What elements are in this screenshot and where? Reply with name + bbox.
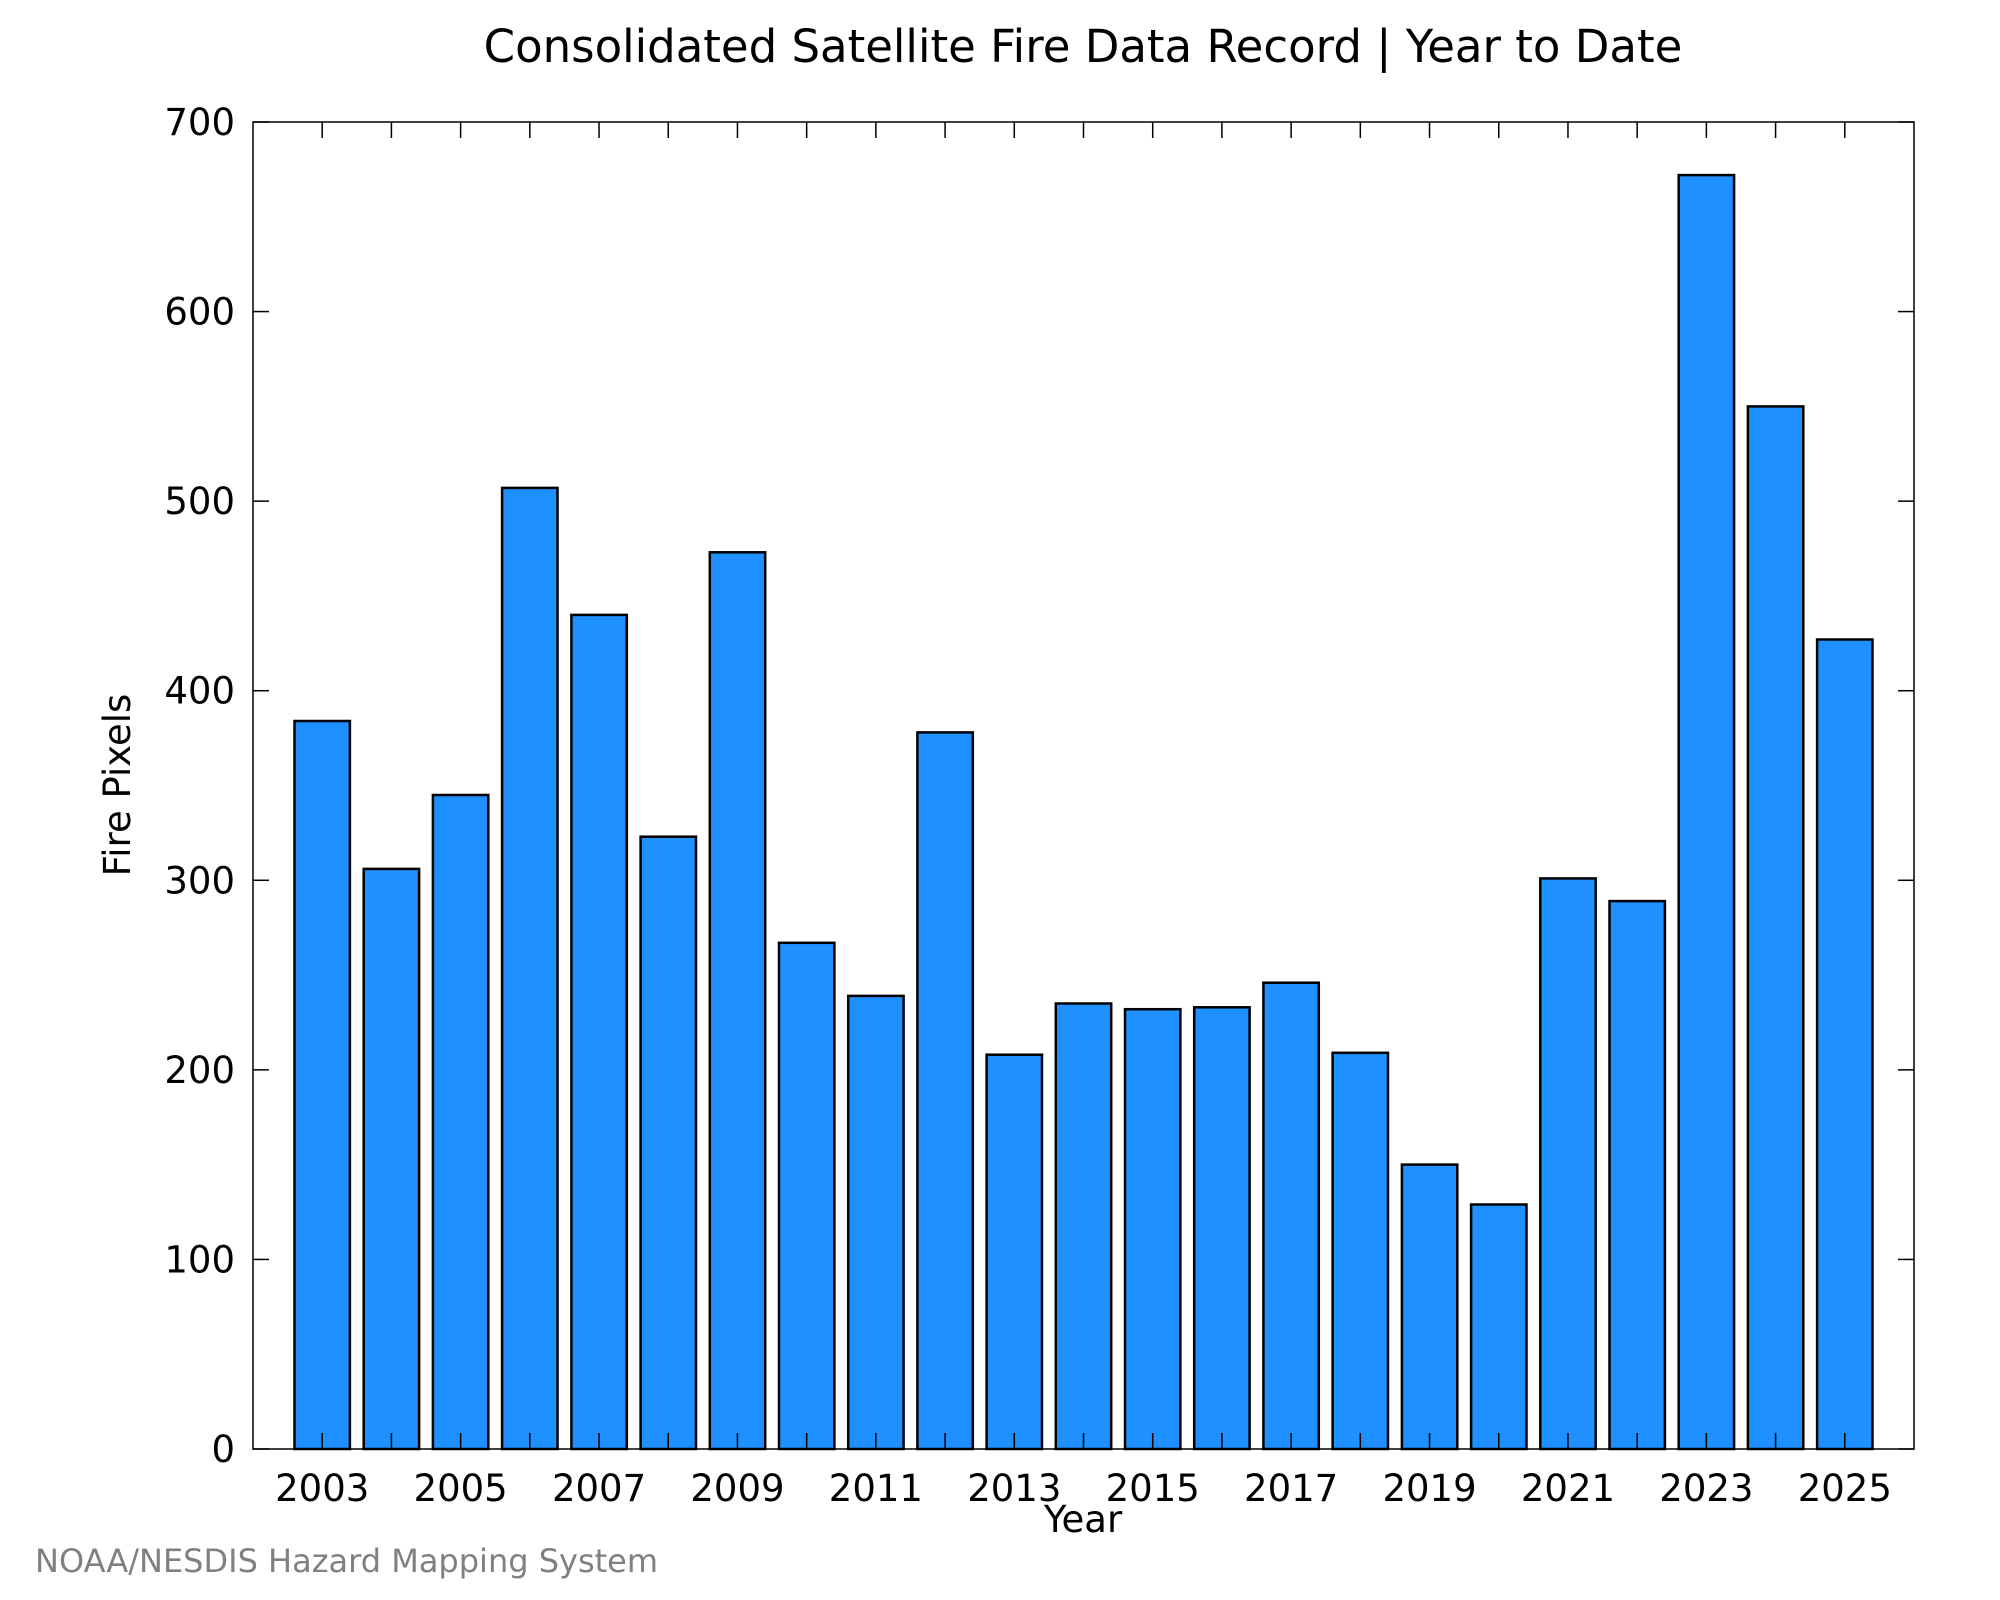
x-tick-label: 2021 — [1521, 1467, 1615, 1510]
x-tick-label: 2011 — [829, 1467, 923, 1510]
bar-2015 — [1123, 1007, 1182, 1451]
x-tick-label: 2013 — [967, 1467, 1061, 1510]
bar-2004 — [362, 867, 421, 1451]
bar-2005 — [431, 793, 490, 1451]
x-tick-label: 2017 — [1244, 1467, 1338, 1510]
bar-2016 — [1192, 1006, 1251, 1451]
source-credit: NOAA/NESDIS Hazard Mapping System — [35, 1542, 658, 1580]
bar-2007 — [570, 613, 629, 1451]
y-tick-label: 300 — [164, 859, 235, 902]
y-tick-label: 200 — [164, 1049, 235, 1092]
y-axis-label: Fire Pixels — [96, 694, 139, 877]
bar-2012 — [916, 731, 975, 1451]
bar-2024 — [1746, 405, 1805, 1451]
bars-layer — [293, 173, 1874, 1451]
bar-2014 — [1054, 1002, 1113, 1451]
x-tick-label: 2005 — [414, 1467, 508, 1510]
y-tick-label: 400 — [164, 670, 235, 713]
ticks-layer — [253, 121, 1914, 1450]
y-tick-label: 700 — [164, 101, 235, 144]
bar-2018 — [1331, 1051, 1390, 1451]
bar-2017 — [1262, 981, 1321, 1451]
bar-2023 — [1677, 173, 1736, 1451]
chart-title: Consolidated Satellite Fire Data Record … — [484, 20, 1683, 73]
y-tick-label: 100 — [164, 1238, 235, 1281]
y-tick-label: 500 — [164, 480, 235, 523]
bar-2003 — [293, 719, 352, 1451]
bar-2006 — [500, 486, 559, 1451]
bar-2009 — [708, 551, 767, 1451]
x-tick-labels: 2003 2005 2007 2009 2011 2013 2015 2017 2019 2021… — [275, 1467, 1892, 1510]
y-tick-label: 0 — [211, 1428, 235, 1471]
bar-2019 — [1400, 1163, 1459, 1451]
x-tick-label: 2023 — [1659, 1467, 1753, 1510]
x-tick-label: 2025 — [1798, 1467, 1892, 1510]
bar-2022 — [1608, 899, 1667, 1451]
x-axis-label: Year — [1043, 1498, 1123, 1541]
bar-2013 — [985, 1053, 1044, 1451]
x-tick-label: 2007 — [552, 1467, 646, 1510]
bar-2011 — [846, 994, 905, 1451]
bar-2021 — [1539, 877, 1597, 1451]
y-tick-label: 600 — [164, 291, 235, 334]
bar-2020 — [1469, 1203, 1528, 1451]
bar-2008 — [639, 835, 698, 1451]
y-tick-labels: 0 100 200 300 400 500 600 700 — [164, 101, 235, 1471]
x-tick-label: 2015 — [1106, 1467, 1200, 1510]
x-tick-label: 2009 — [690, 1467, 784, 1510]
bar-2010 — [777, 941, 836, 1451]
bar-2025 — [1815, 638, 1874, 1451]
x-tick-label: 2019 — [1382, 1467, 1476, 1510]
x-tick-label: 2003 — [275, 1467, 369, 1510]
